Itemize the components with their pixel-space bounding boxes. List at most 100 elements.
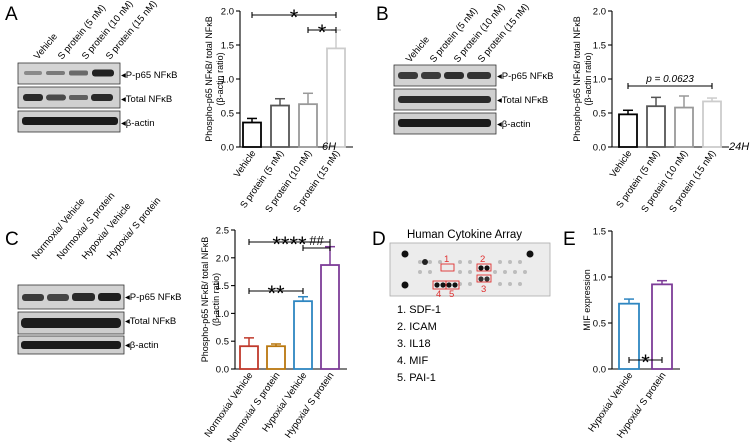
spot-number-2: 2 xyxy=(480,254,485,265)
panel-b: B Vehicle S protein (5 nM) S protein (10… xyxy=(376,2,749,215)
panel-c-blot-label-3: ◂β-actin xyxy=(125,340,158,351)
array-title: Human Cytokine Array xyxy=(407,229,522,241)
panel-a: A Vehicle S protein (5 nM) S protein (10… xyxy=(5,0,353,215)
panel-e-y-tick-label: 0.5 xyxy=(593,319,606,330)
panel-c-y-tick-label: 2.5 xyxy=(216,226,229,237)
panel-b-blot-total xyxy=(393,88,497,111)
panel-a-bar-1 xyxy=(242,121,262,148)
cytokine-spot-numbers: 1 2 3 4 5 xyxy=(436,254,486,300)
panel-c-bar-1 xyxy=(239,345,259,370)
panel-e-bar-2 xyxy=(651,283,673,370)
panel-b-y-tick-label: 2.0 xyxy=(593,7,606,18)
panel-c-y-tick-label: 0.0 xyxy=(216,365,229,376)
panel-c-y-tick-label: 0.5 xyxy=(216,337,229,348)
panel-a-lane-label-1: Vehicle xyxy=(32,31,60,62)
panel-b-bar-2 xyxy=(646,105,666,148)
panel-e-letter: E xyxy=(563,229,576,250)
panel-a-blot-labels: ◂P-p65 NFκB ◂Total NFκB ◂β-actin xyxy=(121,70,178,129)
panel-a-category-label-1: Vehicle xyxy=(232,148,259,179)
panel-b-blot-label-1: ◂P-p65 NFκB xyxy=(497,71,554,82)
panel-d-letter: D xyxy=(372,229,386,250)
panel-e-y-tick-label: 1.0 xyxy=(593,273,606,284)
panel-b-bar-4 xyxy=(702,100,722,148)
spot-number-4: 4 xyxy=(436,289,441,300)
panel-c-sig-label-2: **** xyxy=(272,232,307,257)
panel-b-y-tick-label: 0.0 xyxy=(593,143,606,154)
panel-a-sig-label-1: * xyxy=(290,5,299,30)
panel-c-blot-ppp65 xyxy=(17,284,125,310)
panel-c-category-label-1: Normoxia/ Vehicle xyxy=(203,370,256,439)
panel-a-y-tick-label: 1.0 xyxy=(221,75,234,86)
panel-c-blot-label-1: ◂P-p65 NFκB xyxy=(125,292,182,303)
panel-a-time-label: 6H xyxy=(322,141,336,153)
panel-c-category-label-4: Hypoxia/ S protein xyxy=(283,370,337,440)
panel-c-bar-3 xyxy=(293,300,313,370)
panel-b-y-tick-label: 1.0 xyxy=(593,75,606,86)
panel-a-blot-ppp65 xyxy=(17,62,121,85)
legend-item-4: 4. MIF xyxy=(397,355,428,367)
panel-e-y-axis-label: MIF expression xyxy=(582,269,592,331)
cytokine-array-membrane xyxy=(389,242,551,297)
panel-a-blot-total xyxy=(17,86,121,109)
panel-c-y-tick-label: 1.0 xyxy=(216,309,229,320)
panel-b-blot-label-3: ◂β-actin xyxy=(497,119,530,130)
panel-b-sig-label-1: p = 0.0623 xyxy=(645,74,694,85)
panel-a-y-tick-label: 1.5 xyxy=(221,41,234,52)
legend-item-3: 3. IL18 xyxy=(397,338,431,350)
panel-b-lane-labels: Vehicle S protein (5 nM) S protein (10 n… xyxy=(404,2,532,65)
panel-c-bar-4 xyxy=(320,264,340,370)
panel-b-bar-3 xyxy=(674,106,694,148)
cytokine-legend: 1. SDF-1 2. ICAM 3. IL18 4. MIF 5. PAI-1 xyxy=(397,304,441,384)
panel-a-bar-4 xyxy=(326,47,346,148)
panel-c-y-tick-label: 1.5 xyxy=(216,281,229,292)
panel-c-y-axis-label: Phospho-p65 NFκB/ total NFκB(β-actin rat… xyxy=(200,237,221,363)
panel-a-y-tick-label: 0.5 xyxy=(221,109,234,120)
panel-b-y-tick-label: 1.5 xyxy=(593,41,606,52)
panel-a-y-axis-label: Phospho-p65 NFκB/ total NFκB(β-actin rat… xyxy=(204,16,225,142)
panel-a-y-tick-label: 2.0 xyxy=(221,7,234,18)
panel-a-sig-label-2: * xyxy=(318,20,327,45)
panel-b-lane-label-1: Vehicle xyxy=(404,34,432,65)
spot-number-3: 3 xyxy=(481,284,486,295)
panel-a-lane-labels: Vehicle S protein (5 nM) S protein (10 n… xyxy=(32,0,160,62)
panel-a-letter: A xyxy=(5,4,18,25)
panel-c-y-tick-label: 2.0 xyxy=(216,253,229,264)
spot-number-5: 5 xyxy=(449,289,454,300)
panel-c-blot-labels: ◂P-p65 NFκB ◂Total NFκB ◂β-actin xyxy=(125,292,182,351)
panel-c-sig-label-3: ## xyxy=(309,233,324,248)
panel-a-blot-label-1: ◂P-p65 NFκB xyxy=(121,70,178,81)
legend-item-2: 2. ICAM xyxy=(397,321,437,333)
spot-number-1: 1 xyxy=(444,254,449,265)
legend-item-5: 5. PAI-1 xyxy=(397,372,436,384)
panel-c-letter: C xyxy=(5,229,19,250)
panel-c-sig-label-1: ** xyxy=(267,281,285,306)
panel-b-blot-label-2: ◂Total NFκB xyxy=(497,95,548,106)
panel-c: C Normoxia/ Vehicle Normoxia/ S protein … xyxy=(5,191,347,442)
panel-a-blot-actin xyxy=(17,110,121,133)
panel-b-time-label: 24H xyxy=(728,141,749,153)
panel-e-y-tick-label: 1.5 xyxy=(593,227,606,238)
panel-c-blot-total xyxy=(17,311,125,335)
panel-e-sig-label-1: * xyxy=(641,350,650,375)
panel-b-blot-actin xyxy=(393,112,497,135)
panel-c-blot-actin xyxy=(17,335,125,355)
panel-a-bar-3 xyxy=(298,103,318,148)
panel-b-category-label-1: Vehicle xyxy=(608,148,635,179)
panel-b-y-axis-label: Phospho-p65 NFκB/ total NFκB(β-actin rat… xyxy=(572,16,593,142)
panel-b-letter: B xyxy=(376,4,389,25)
panel-b-blot-labels: ◂P-p65 NFκB ◂Total NFκB ◂β-actin xyxy=(497,71,554,130)
panel-c-blot-label-2: ◂Total NFκB xyxy=(125,316,176,327)
panel-a-blot-label-2: ◂Total NFκB xyxy=(121,94,172,105)
panel-d: D Human Cytokine Array xyxy=(372,229,551,384)
panel-b-bar-1 xyxy=(618,113,638,148)
panel-e-y-tick-label: 0.0 xyxy=(593,365,606,376)
panel-c-bar-2 xyxy=(266,345,286,370)
panel-c-lane-labels: Normoxia/ Vehicle Normoxia/ S protein Hy… xyxy=(30,191,163,262)
panel-b-y-tick-label: 0.5 xyxy=(593,109,606,120)
panel-b-blot-ppp65 xyxy=(393,64,497,87)
